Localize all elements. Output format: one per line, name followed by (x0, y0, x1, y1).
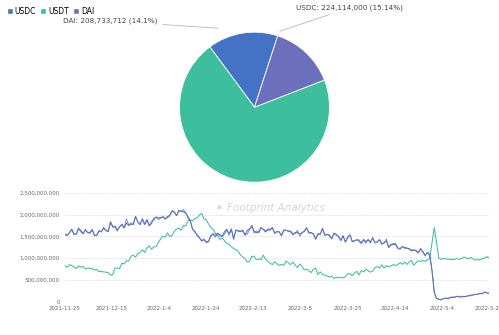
Text: USDT: 1,047,496,380 (70.76%): USDT: 1,047,496,380 (70.76%) (170, 199, 282, 217)
Wedge shape (180, 47, 329, 182)
Text: USDC: 224,114,000 (15.14%): USDC: 224,114,000 (15.14%) (279, 5, 403, 31)
Wedge shape (254, 36, 324, 107)
Text: DAI: 208,733,712 (14.1%): DAI: 208,733,712 (14.1%) (63, 18, 218, 28)
Wedge shape (210, 32, 277, 107)
Text: ✶ Footprint Analytics: ✶ Footprint Analytics (215, 203, 324, 213)
Legend: USDC, USDT, DAI: USDC, USDT, DAI (4, 4, 97, 19)
